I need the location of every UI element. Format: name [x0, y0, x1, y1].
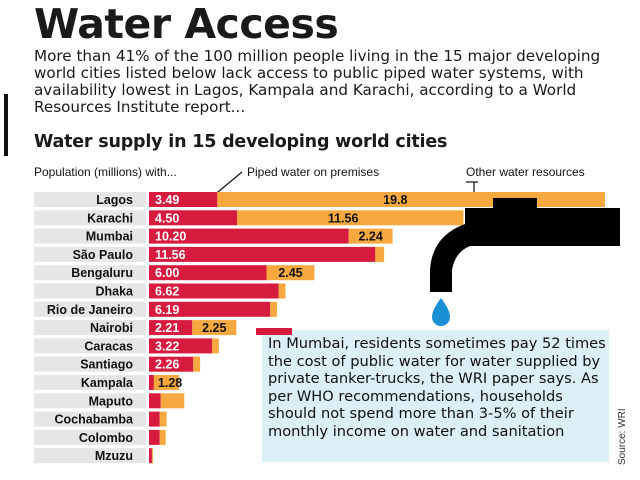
piped-legend-label: Piped water on premises [247, 165, 380, 179]
other-bar [237, 210, 464, 226]
piped-bar [149, 429, 160, 445]
city-label: Colombo [79, 431, 134, 445]
other-bar [278, 283, 286, 299]
other-value-label: 2.24 [358, 230, 382, 244]
callout-text: In Mumbai, residents sometimes pay 52 ti… [268, 335, 606, 440]
piped-bar [149, 301, 271, 317]
piped-bar [149, 283, 279, 299]
tap-handle [493, 198, 537, 212]
city-label: Dhaka [95, 285, 134, 299]
piped-bar [149, 375, 154, 390]
other-bar [151, 448, 153, 464]
piped-bar [149, 265, 267, 281]
other-bar [270, 301, 278, 317]
piped-value-label: 6.19 [155, 303, 179, 317]
population-header: Population (millions) with... [34, 165, 177, 179]
callout-accent [256, 328, 292, 335]
city-label-band [34, 411, 146, 427]
city-label-band [34, 246, 146, 262]
city-label-band [34, 210, 146, 226]
piped-bar [149, 338, 213, 354]
other-bar [375, 246, 385, 262]
city-label-band [34, 448, 146, 464]
piped-value-label: 2.26 [155, 358, 179, 372]
city-label-band [34, 228, 146, 244]
piped-value-label: 3.49 [155, 193, 179, 207]
other-bar [266, 265, 315, 281]
city-label-band [34, 429, 146, 445]
city-label: Mzuzu [95, 449, 133, 463]
accent-bar [4, 94, 8, 156]
city-label-band [34, 265, 146, 281]
piped-bar [149, 228, 349, 244]
city-label: Nairobi [90, 321, 133, 335]
intro-text: More than 41% of the 100 million people … [34, 47, 601, 116]
chart-title: Water supply in 15 developing world citi… [34, 132, 448, 152]
tap-pipe [465, 208, 620, 246]
page-title: Water Access [34, 0, 339, 48]
city-label-band [34, 192, 146, 207]
city-label-band [34, 283, 146, 299]
other-value-label: 19.8 [383, 193, 407, 207]
city-label: Bengaluru [71, 266, 133, 280]
piped-value-label: 6.00 [155, 266, 179, 280]
other-bar [217, 192, 606, 207]
tap-spout [430, 224, 470, 292]
city-label-band [34, 375, 146, 390]
tap-stem [507, 208, 523, 218]
other-bar [160, 393, 185, 409]
other-value-label: 2.45 [278, 266, 302, 280]
piped-bar [149, 192, 218, 207]
city-label: Kampala [81, 376, 134, 390]
piped-bar [149, 246, 376, 262]
piped-value-label: 2.21 [155, 321, 179, 335]
other-bar [192, 320, 237, 336]
other-bar [153, 375, 179, 390]
other-bar [212, 338, 219, 354]
city-label: Lagos [96, 193, 133, 207]
callout-box [262, 330, 609, 462]
piped-bar [149, 320, 193, 336]
city-label: Rio de Janeiro [47, 303, 133, 317]
other-bar [348, 228, 393, 244]
piped-bar [149, 411, 160, 427]
city-label: Mumbai [86, 230, 133, 244]
city-label-band [34, 301, 146, 317]
source-credit: Source: WRI [617, 408, 628, 465]
piped-value-label: 11.56 [155, 248, 186, 262]
other-legend-label: Other water resources [466, 165, 585, 179]
city-label: São Paulo [73, 248, 134, 262]
city-label: Maputo [89, 394, 134, 408]
piped-bar [149, 356, 194, 372]
other-bar [193, 356, 201, 372]
piped-bar [149, 210, 238, 226]
piped-value-label: 10.20 [155, 230, 186, 244]
city-label-band [34, 393, 146, 409]
other-value-label: 2.25 [202, 321, 226, 335]
piped-value-label: 3.22 [155, 339, 179, 353]
piped-value-label: 4.50 [155, 211, 179, 225]
water-tap-icon [430, 198, 620, 292]
other-bar [159, 429, 166, 445]
city-label-band [34, 356, 146, 372]
piped-bar [149, 448, 152, 464]
other-bar [159, 411, 167, 427]
city-label: Karachi [87, 211, 133, 225]
piped-value-label: 6.62 [155, 285, 179, 299]
other-value-label: 1.28 [158, 376, 182, 390]
city-label-band [34, 320, 146, 336]
city-label-band [34, 338, 146, 354]
water-drop-icon [432, 298, 450, 326]
piped-bar [149, 393, 161, 409]
city-label: Santiago [80, 358, 133, 372]
city-label: Caracas [84, 339, 133, 353]
other-value-label: 11.56 [328, 211, 359, 225]
city-label: Cochabamba [55, 413, 135, 427]
